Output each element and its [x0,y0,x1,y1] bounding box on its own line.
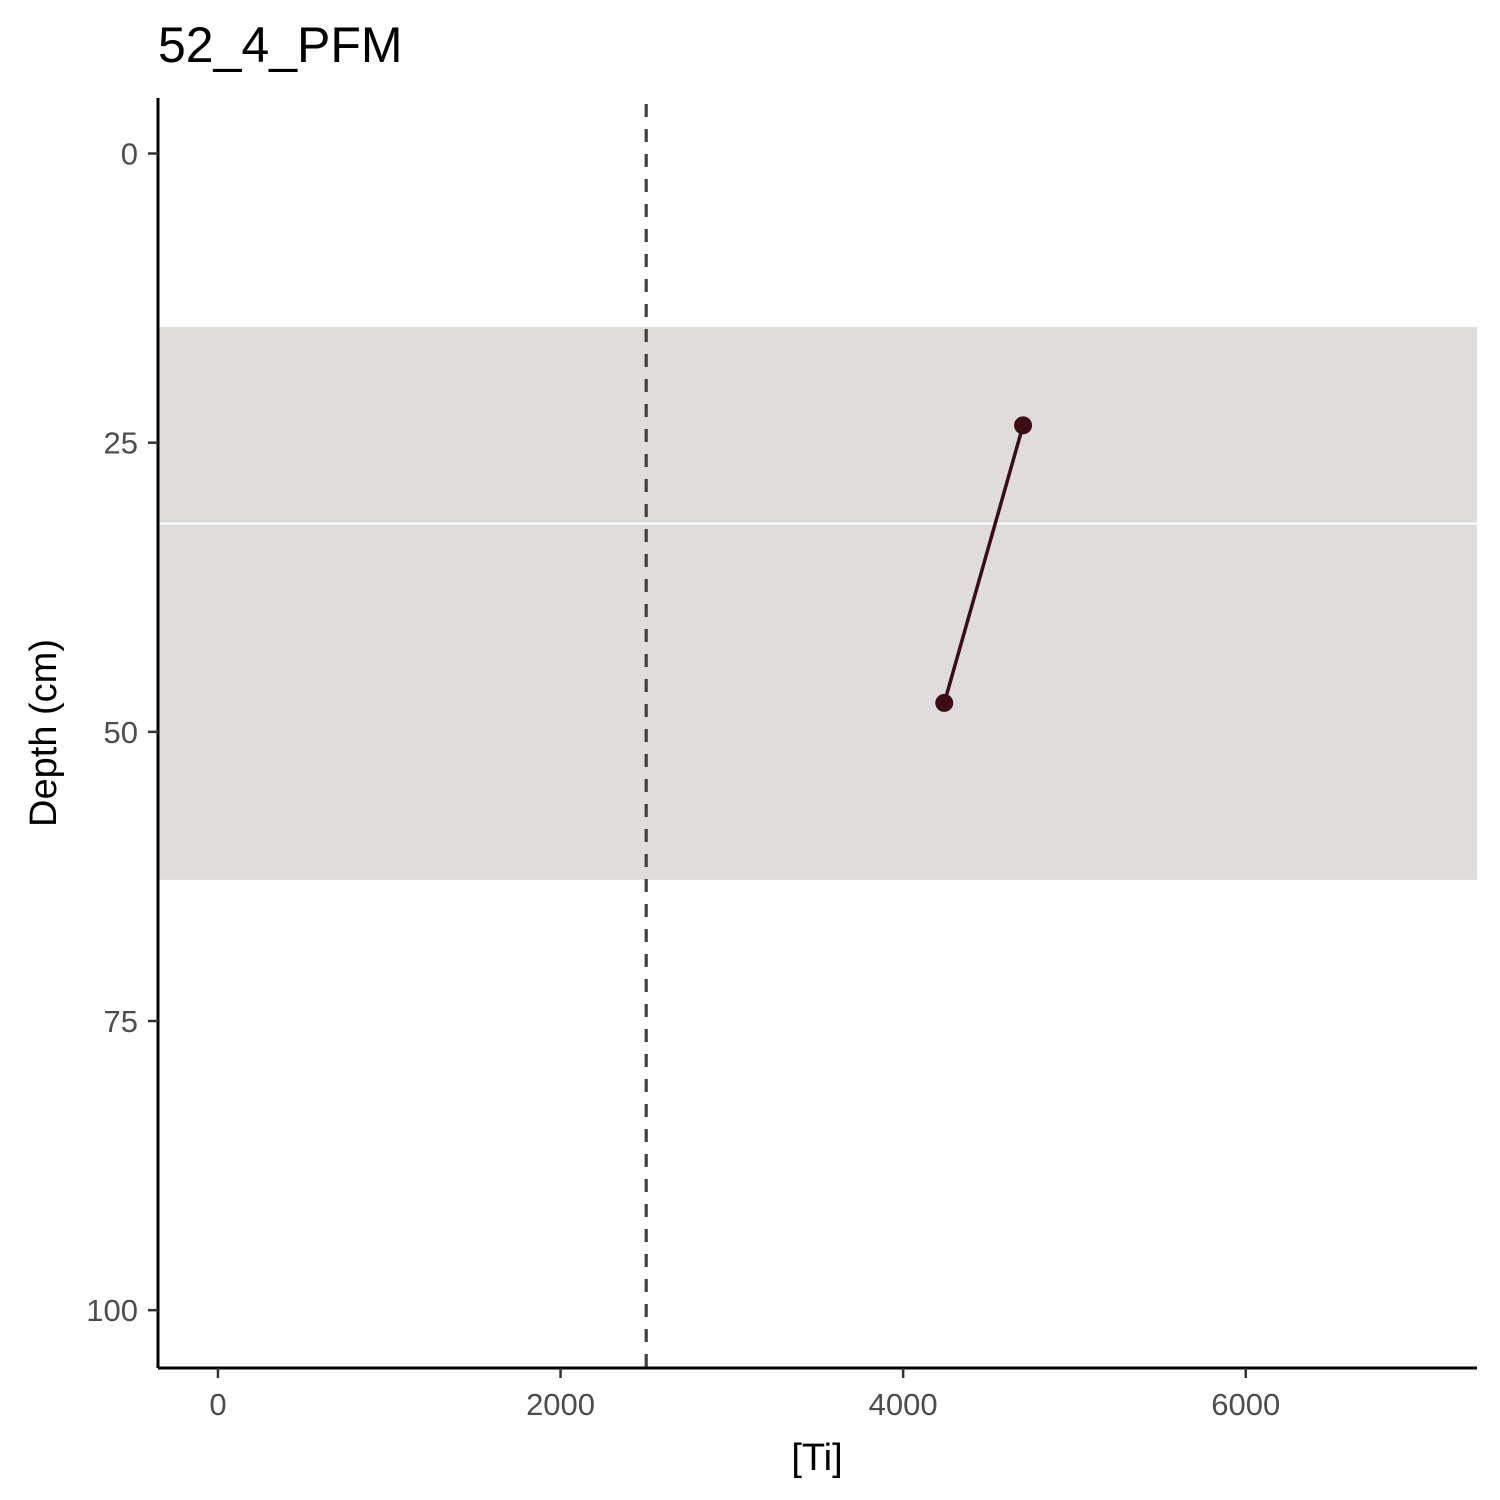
chart-title: 52_4_PFM [158,17,403,73]
axes-layer: 0 2000 4000 6000 0 25 50 75 100 [86,98,1477,1422]
series-layer [935,416,1033,712]
shaded-band [158,327,1477,880]
y-tick-label: 0 [121,137,138,172]
x-tick-label: 6000 [1211,1387,1280,1422]
x-axis-title: [Ti] [791,1437,842,1479]
y-tick-label: 50 [104,715,138,750]
y-tick-label: 25 [104,426,138,461]
x-tick-label: 2000 [526,1387,595,1422]
data-point [935,693,954,712]
x-tick-label: 0 [209,1387,226,1422]
shaded-band-layer [158,327,1477,880]
y-tick-label: 100 [86,1293,138,1328]
series-line [942,424,1025,704]
data-point [1014,416,1033,435]
y-tick-label: 75 [104,1004,138,1039]
x-tick-label: 4000 [869,1387,938,1422]
y-axis-title: Depth (cm) [23,639,65,827]
